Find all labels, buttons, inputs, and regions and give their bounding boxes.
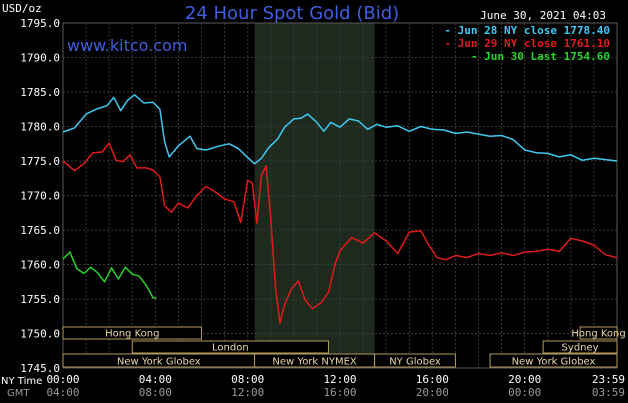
- market-session-label: NY Globex: [389, 357, 441, 368]
- x-tick-label-gmt: 20:00: [416, 386, 449, 399]
- market-session-label: New York Globex: [512, 357, 596, 368]
- series-line-3: [62, 251, 157, 300]
- market-session-box: [62, 326, 202, 340]
- market-session-label: Sydney: [562, 343, 599, 354]
- chart-title: 24 Hour Spot Gold (Bid): [185, 3, 399, 24]
- legend-entry-2: - Jun 29 NY close 1761.10: [444, 37, 610, 50]
- x-tick-label-gmt: 00:00: [508, 386, 541, 399]
- y-tick-label: 1755.0: [20, 293, 60, 306]
- x-tick-label-ny: 20:00: [508, 373, 541, 386]
- y-axis-unit: USD/oz: [2, 2, 42, 15]
- series-line-2: [62, 142, 618, 324]
- market-session-box: [131, 340, 329, 354]
- y-tick-label: 1790.0: [20, 52, 60, 65]
- x-row-label-ny: NY Time: [1, 376, 42, 387]
- x-tick-label-gmt: 03:59: [592, 386, 625, 399]
- legend-entry-1: - Jun 28 NY close 1778.40: [444, 24, 610, 37]
- y-tick-label: 1770.0: [20, 190, 60, 203]
- y-tick-label: 1780.0: [20, 121, 60, 134]
- series-line-1: [62, 94, 618, 165]
- x-tick-label-gmt: 08:00: [139, 386, 172, 399]
- x-tick-label-gmt: 16:00: [323, 386, 356, 399]
- x-tick-label-ny: 23:59: [592, 373, 625, 386]
- plot-border: [62, 22, 618, 369]
- market-session-label: New York NYMEX: [272, 357, 357, 368]
- x-tick-label-ny: 00:00: [46, 373, 79, 386]
- market-session-box: [579, 326, 618, 340]
- market-session-box: [374, 353, 456, 368]
- y-tick-label: 1760.0: [20, 259, 60, 272]
- x-row-label-gmt: GMT: [7, 388, 30, 399]
- nymex-session-shade: [254, 23, 375, 368]
- y-tick-label: 1765.0: [20, 224, 60, 237]
- x-tick-label-ny: 12:00: [323, 373, 356, 386]
- y-tick-label: 1750.0: [20, 328, 60, 341]
- x-tick-label-gmt: 12:00: [231, 386, 264, 399]
- y-tick-label: 1785.0: [20, 86, 60, 99]
- market-session-label: New York Globex: [117, 357, 201, 368]
- x-tick-label-ny: 08:00: [231, 373, 264, 386]
- y-tick-label: 1745.0: [20, 362, 60, 375]
- x-tick-label-ny: 16:00: [416, 373, 449, 386]
- legend-entry-3: - Jun 30 Last 1754.60: [471, 50, 610, 63]
- market-session-label: Hong Kong: [105, 329, 159, 340]
- site-watermark: www.kitco.com: [67, 36, 187, 55]
- market-session-box: [489, 353, 618, 368]
- x-tick-label-gmt: 04:00: [46, 386, 79, 399]
- market-session-label: Hong Kong: [571, 329, 625, 340]
- market-session-label: London: [212, 343, 249, 354]
- market-session-box: [542, 340, 618, 354]
- y-tick-label: 1795.0: [20, 17, 60, 30]
- y-tick-label: 1775.0: [20, 155, 60, 168]
- x-tick-label-ny: 04:00: [139, 373, 172, 386]
- chart-timestamp: June 30, 2021 04:03: [480, 9, 606, 22]
